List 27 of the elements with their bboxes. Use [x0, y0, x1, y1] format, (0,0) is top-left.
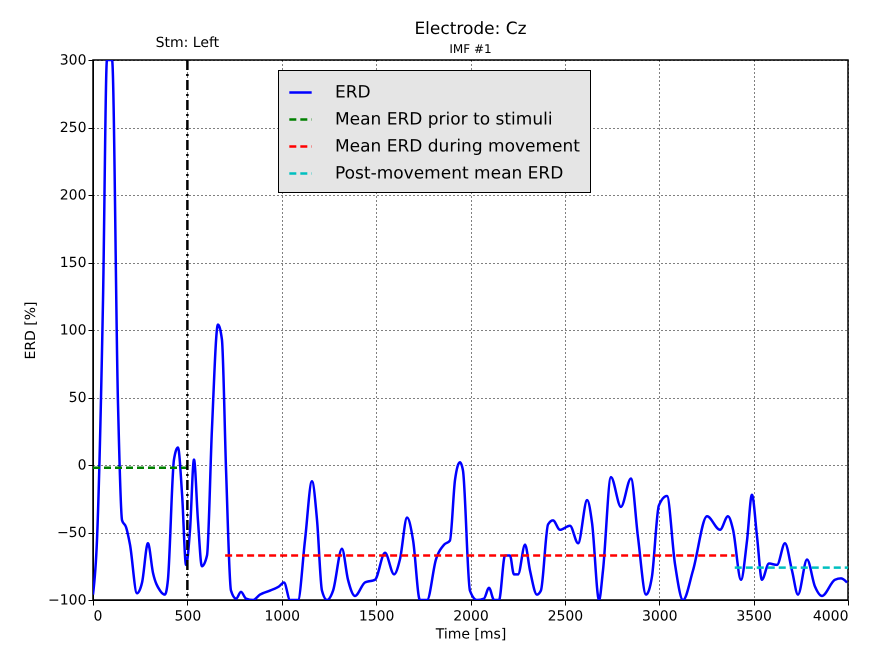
y-tick-label: 150	[60, 255, 86, 271]
y-tick-label: 200	[60, 188, 86, 204]
x-tick-label: 500	[174, 608, 202, 624]
x-tick-label: 4000	[812, 608, 848, 624]
y-tick-label: 250	[60, 120, 86, 136]
y-tick-label: 0	[78, 458, 86, 474]
x-tick-label: 1500	[358, 608, 394, 624]
x-tick-label: 3000	[642, 608, 678, 624]
y-tick-label: −100	[48, 592, 86, 608]
y-tick-label: 50	[68, 390, 86, 406]
y-tick-label: 300	[60, 52, 86, 68]
x-tick-label: 1000	[264, 608, 300, 624]
x-tick-label: 0	[94, 608, 102, 624]
legend-label: Post-movement mean ERD	[335, 164, 564, 184]
ref-line-label: Stm: Left	[156, 35, 220, 51]
legend-label: Mean ERD during movement	[335, 136, 580, 156]
y-tick-label: 100	[60, 322, 86, 338]
y-axis-title: ERD [%]	[23, 301, 40, 360]
chart-title: Electrode: Cz	[414, 19, 527, 39]
chart-subtitle: IMF #1	[449, 42, 492, 56]
x-tick-label: 2500	[548, 608, 584, 624]
legend-label: Mean ERD prior to stimuli	[335, 110, 553, 130]
x-tick-label: 2000	[453, 608, 489, 624]
y-tick-label: −50	[56, 525, 86, 541]
x-axis-title: Time [ms]	[434, 626, 506, 642]
legend-label: ERD	[335, 82, 371, 102]
x-tick-label: 3500	[736, 608, 772, 624]
